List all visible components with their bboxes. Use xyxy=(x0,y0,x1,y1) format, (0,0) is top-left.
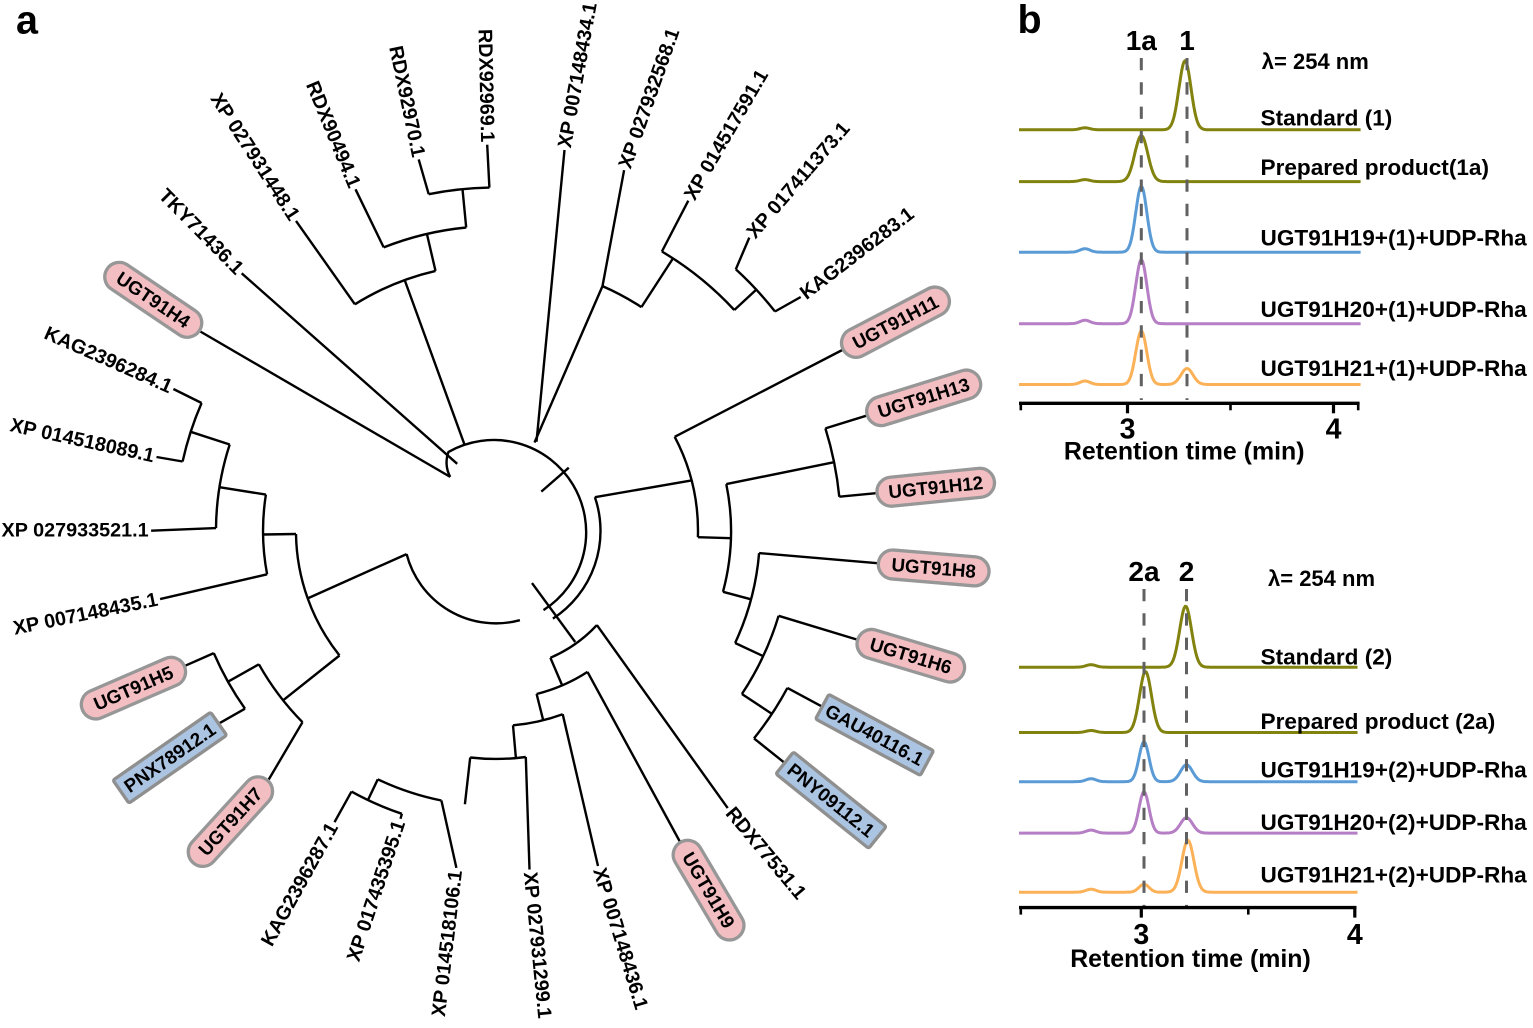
svg-text:4: 4 xyxy=(1326,413,1342,445)
svg-text:UGT91H21+(2)+UDP-Rha: UGT91H21+(2)+UDP-Rha xyxy=(1261,863,1528,888)
svg-text:Retention time (min): Retention time (min) xyxy=(1070,945,1311,973)
svg-text:Standard (1): Standard (1) xyxy=(1261,106,1393,131)
svg-text:4: 4 xyxy=(1347,919,1363,951)
svg-text:3: 3 xyxy=(1120,413,1136,445)
svg-text:λ= 254 nm: λ= 254 nm xyxy=(1262,49,1369,74)
svg-text:2a: 2a xyxy=(1128,556,1160,587)
svg-text:UGT91H19+(2)+UDP-Rha: UGT91H19+(2)+UDP-Rha xyxy=(1261,758,1528,783)
svg-text:Prepared product(1a): Prepared product(1a) xyxy=(1261,155,1490,180)
svg-text:1: 1 xyxy=(1179,25,1195,56)
svg-text:Standard (2): Standard (2) xyxy=(1261,645,1393,670)
svg-text:XP 027933521.1: XP 027933521.1 xyxy=(2,520,149,542)
svg-text:2: 2 xyxy=(1179,556,1195,587)
svg-text:λ= 254 nm: λ= 254 nm xyxy=(1268,566,1375,591)
svg-text:RDX92969.1: RDX92969.1 xyxy=(474,29,499,143)
svg-text:3: 3 xyxy=(1133,919,1149,951)
svg-text:UGT91H20+(1)+UDP-Rha: UGT91H20+(1)+UDP-Rha xyxy=(1261,297,1528,322)
svg-text:Prepared product (2a): Prepared product (2a) xyxy=(1261,709,1496,734)
svg-text:b: b xyxy=(1018,0,1042,42)
svg-text:UGT91H19+(1)+UDP-Rha: UGT91H19+(1)+UDP-Rha xyxy=(1261,226,1528,251)
svg-text:1a: 1a xyxy=(1126,25,1158,56)
svg-text:UGT91H21+(1)+UDP-Rha: UGT91H21+(1)+UDP-Rha xyxy=(1261,356,1528,381)
svg-text:a: a xyxy=(16,0,39,42)
svg-text:UGT91H20+(2)+UDP-Rha: UGT91H20+(2)+UDP-Rha xyxy=(1261,810,1528,835)
svg-text:Retention time (min): Retention time (min) xyxy=(1064,438,1305,466)
